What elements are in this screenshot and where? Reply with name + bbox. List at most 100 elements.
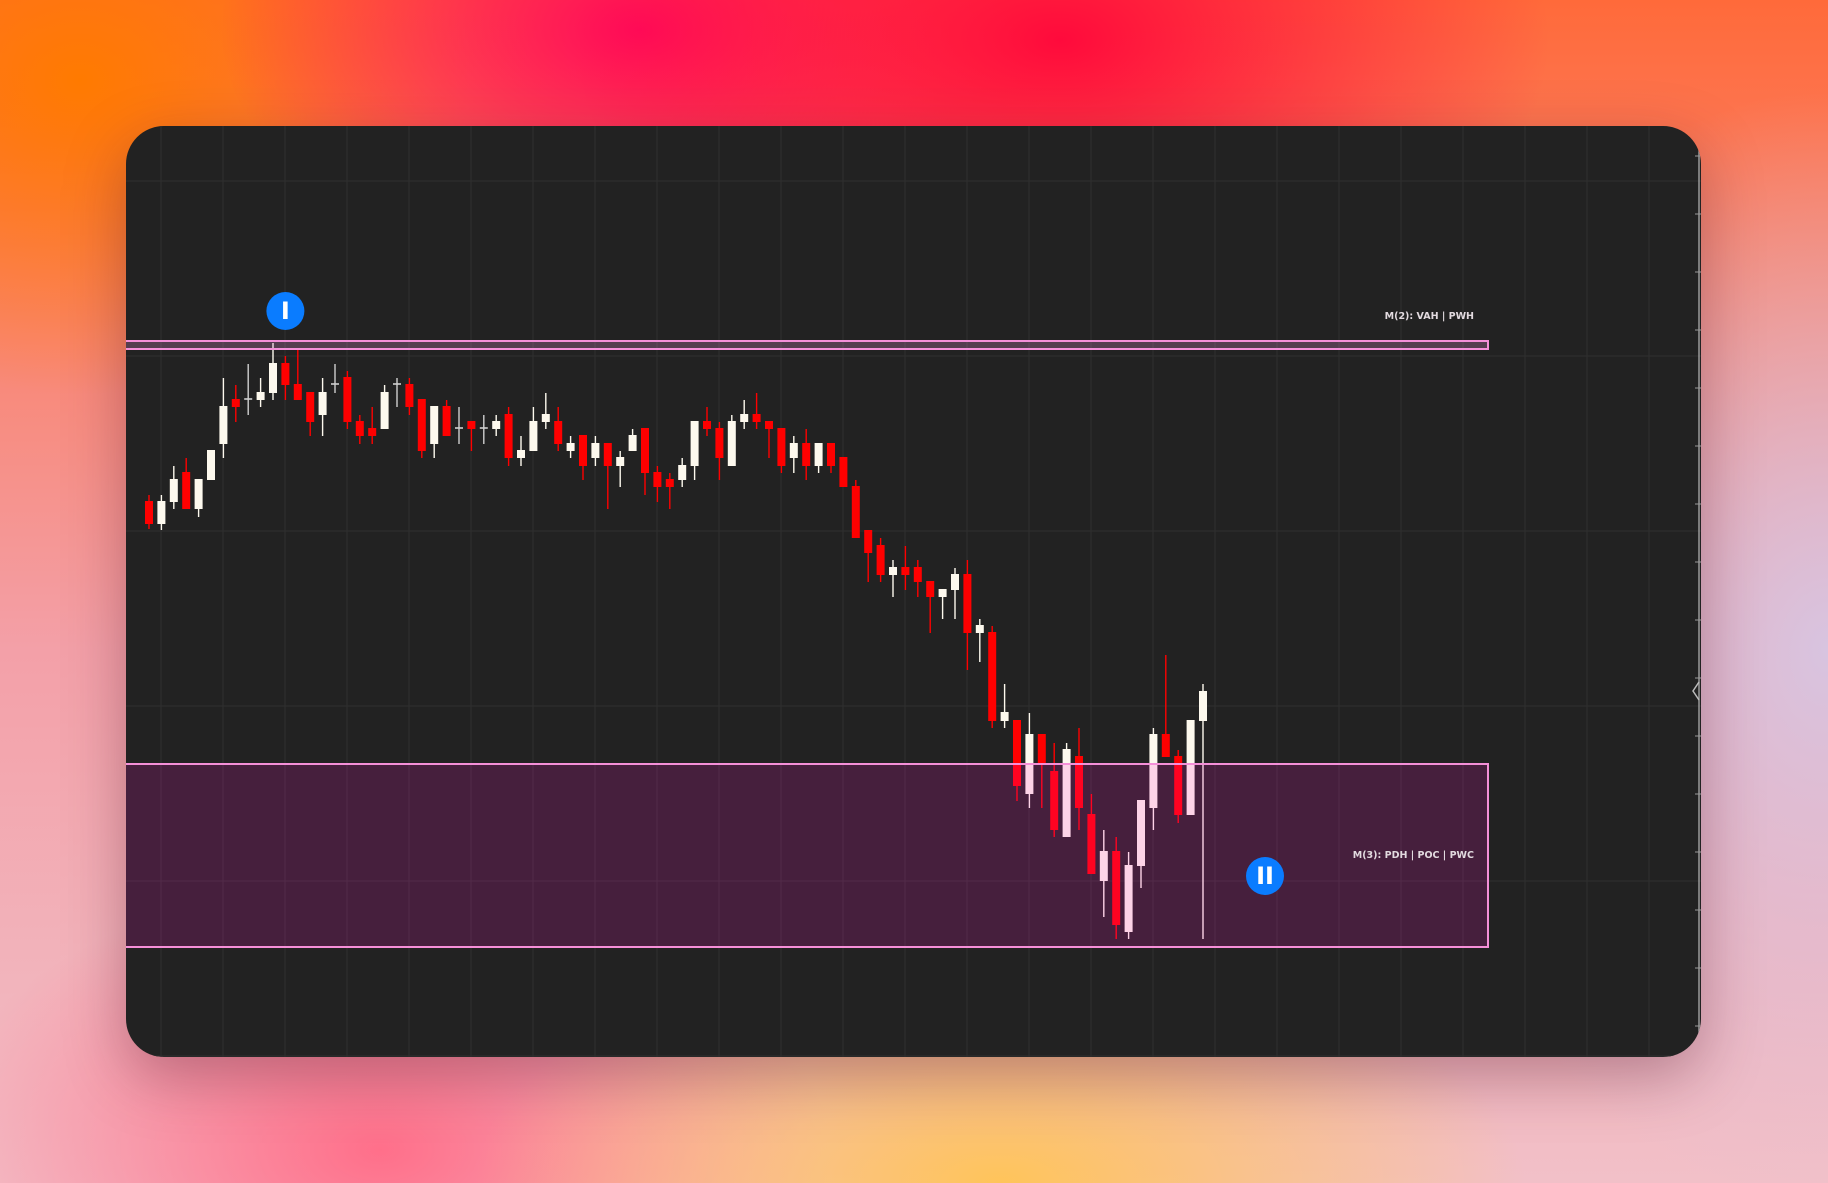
candle (442, 400, 451, 436)
candle-body (1124, 865, 1133, 932)
zone-label-vah-pwh: M(2): VAH | PWH (1385, 311, 1474, 322)
candle-body (1000, 712, 1009, 721)
candle (653, 466, 662, 502)
candle (231, 385, 240, 422)
candle (1013, 720, 1021, 801)
candle (380, 385, 389, 429)
candle-body (889, 567, 897, 575)
candle (827, 443, 835, 473)
candle (219, 378, 228, 458)
candle-body (529, 421, 538, 451)
chart-card: M(2): VAH | PWH M(3): PDH | POC | PWC I … (126, 126, 1701, 1057)
marker-badge-i[interactable]: I (266, 292, 305, 330)
candle (566, 436, 575, 458)
candle (157, 495, 166, 530)
candle-body (703, 421, 711, 429)
candle-body (1013, 720, 1021, 786)
candle-body (231, 399, 240, 407)
candle-body (1037, 734, 1046, 763)
candle (1000, 684, 1009, 728)
candle-body (343, 377, 352, 422)
candle-body (554, 421, 563, 444)
candle-body (318, 392, 327, 415)
marker-label: II (1256, 862, 1274, 890)
candle (417, 399, 426, 458)
candle-body (901, 567, 910, 575)
price-axis[interactable] (1692, 126, 1701, 1057)
candle-body (541, 414, 550, 422)
marker-circle (266, 292, 305, 330)
candle-body (827, 443, 835, 466)
candlestick-chart[interactable]: M(2): VAH | PWH M(3): PDH | POC | PWC I … (126, 126, 1701, 1057)
candle (690, 421, 699, 480)
candle-body (1149, 734, 1158, 808)
candle-body (1174, 756, 1183, 815)
candle-body (306, 392, 315, 422)
candle-body (517, 450, 525, 458)
candle-body (690, 421, 699, 466)
candle (554, 407, 563, 451)
candles (145, 343, 1207, 939)
candle-body (1112, 851, 1121, 925)
candle-body (368, 428, 377, 436)
candle-body (1075, 756, 1083, 808)
candle (926, 581, 935, 633)
candle-body (182, 472, 191, 509)
candle-body (281, 363, 290, 385)
candle (145, 495, 153, 529)
candle-body (1161, 734, 1170, 757)
marker-badge-ii[interactable]: II (1246, 857, 1284, 895)
candle (244, 364, 253, 415)
candle (281, 356, 290, 400)
candle (839, 457, 848, 487)
candle (616, 451, 625, 487)
candle (182, 458, 191, 509)
candle-body (876, 545, 885, 575)
candle-body (417, 399, 426, 451)
candle (752, 393, 761, 429)
candle-body (814, 443, 823, 466)
zone-label-pdh-poc-pwc: M(3): PDH | POC | PWC (1353, 850, 1474, 861)
candle (889, 560, 897, 597)
candle (492, 415, 501, 436)
candle-body (244, 398, 253, 400)
candle-body (269, 363, 277, 393)
candle (1037, 734, 1046, 808)
candle-body (194, 479, 203, 509)
candle (1050, 743, 1059, 837)
candle (269, 343, 277, 400)
candle (504, 407, 513, 466)
candle-body (616, 457, 625, 466)
candle (541, 393, 550, 429)
candle-body (591, 443, 600, 458)
candle (207, 450, 215, 480)
candle-body (641, 428, 649, 473)
candle (331, 364, 339, 393)
candle-body (393, 383, 401, 385)
candle-body (405, 384, 414, 407)
candle-body (988, 632, 997, 721)
candle (529, 407, 538, 451)
zone-box (126, 763, 1489, 948)
candle (864, 530, 873, 582)
candle-body (442, 406, 451, 436)
candle-body (653, 472, 662, 487)
candle (1149, 728, 1158, 830)
candle-body (802, 443, 811, 466)
candle-body (851, 486, 860, 538)
candle-body (1050, 771, 1059, 830)
candle-body (789, 443, 798, 458)
candle (591, 436, 600, 466)
candle (641, 428, 649, 495)
candle (355, 415, 364, 444)
candle (1112, 837, 1121, 939)
candle-body (455, 427, 463, 429)
candle-body (467, 421, 476, 429)
candle-body (839, 457, 848, 487)
candle (256, 378, 265, 407)
candle-body (727, 421, 736, 466)
candle (665, 473, 674, 509)
candle-body (951, 574, 959, 590)
candle (876, 538, 885, 582)
candle (963, 560, 972, 670)
